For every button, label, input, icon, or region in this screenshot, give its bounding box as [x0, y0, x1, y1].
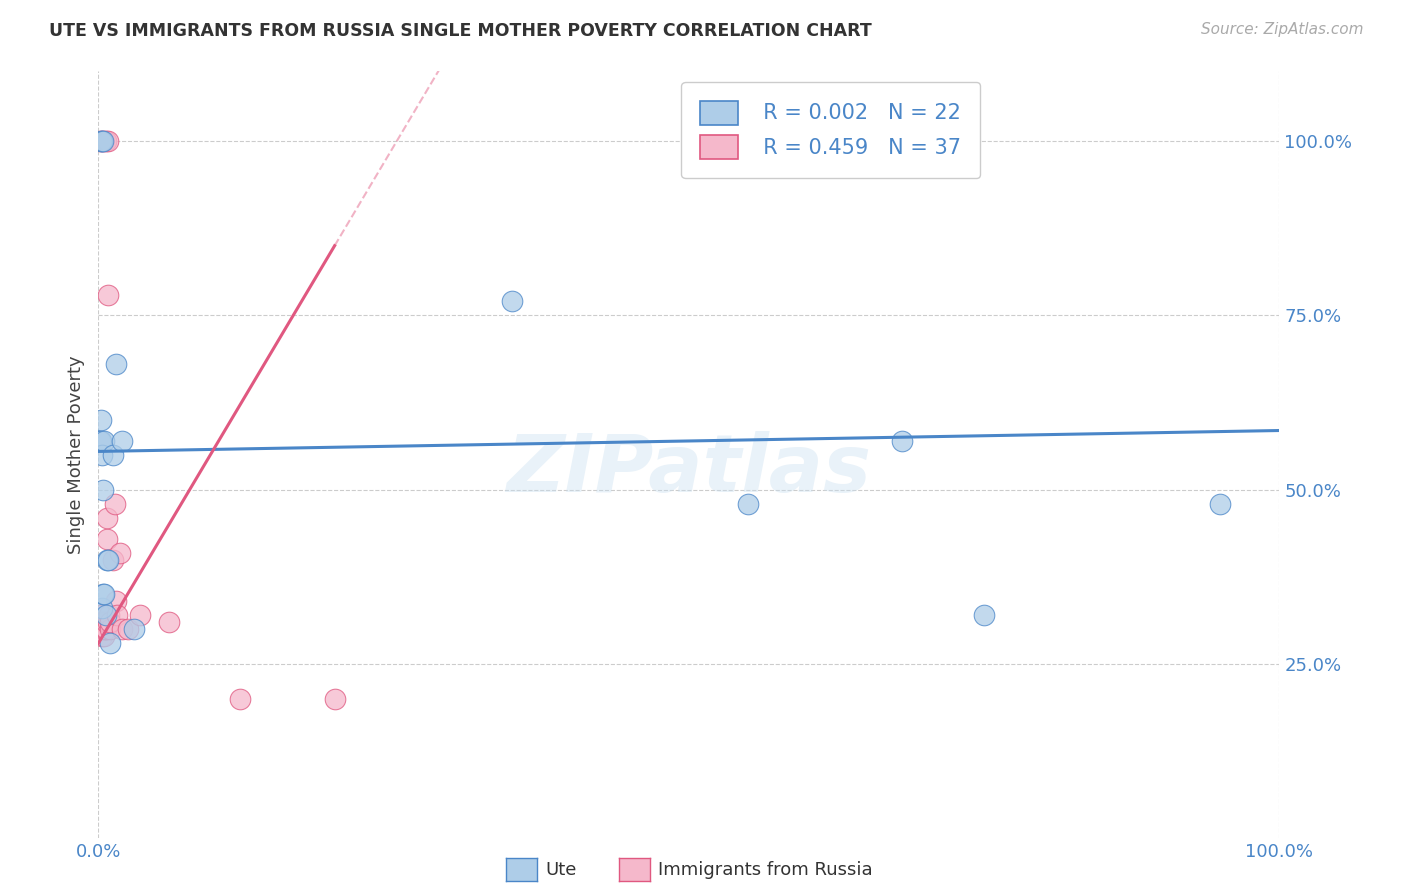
Point: [96, 510, 118, 524]
Point: [101, 448, 124, 462]
Point: [91, 622, 114, 636]
Point: [98, 615, 121, 630]
Y-axis label: Single Mother Poverty: Single Mother Poverty: [66, 356, 84, 554]
Point: [96, 552, 118, 566]
Point: [98, 622, 121, 636]
Point: [105, 357, 128, 371]
Point: [122, 622, 145, 636]
Point: [89, 622, 111, 636]
Point: [323, 692, 346, 706]
Point: [117, 622, 139, 636]
Point: [91, 134, 114, 148]
Point: [91, 134, 114, 148]
Point: [91, 587, 114, 601]
Point: [91, 448, 114, 462]
Point: [108, 545, 131, 559]
Point: [104, 497, 127, 511]
Point: [94, 622, 117, 636]
Point: [93, 134, 115, 148]
Point: [93, 615, 115, 630]
Point: [90, 622, 112, 636]
Point: [111, 622, 134, 636]
Point: [229, 692, 252, 706]
Point: [91, 601, 114, 615]
Point: [91, 629, 114, 643]
Point: [93, 629, 115, 643]
Point: [98, 636, 121, 650]
Point: [890, 434, 912, 448]
Point: [90, 434, 112, 448]
Point: [90, 608, 112, 623]
Point: [94, 615, 117, 630]
Point: [98, 608, 121, 623]
Point: [90, 622, 112, 636]
Point: [94, 608, 117, 623]
Point: [89, 615, 111, 630]
Point: [973, 608, 995, 623]
Point: [90, 134, 112, 148]
Point: [101, 552, 124, 566]
Point: [157, 615, 180, 630]
Point: [111, 434, 134, 448]
Point: [89, 622, 111, 636]
Point: [105, 608, 128, 623]
Point: [97, 615, 120, 630]
Point: [97, 287, 120, 301]
Legend:   R = 0.002   N = 22,   R = 0.459   N = 37: R = 0.002 N = 22, R = 0.459 N = 37: [682, 82, 980, 178]
Text: Immigrants from Russia: Immigrants from Russia: [658, 861, 873, 879]
Point: [737, 497, 759, 511]
Point: [93, 587, 115, 601]
Point: [96, 532, 118, 546]
Text: UTE VS IMMIGRANTS FROM RUSSIA SINGLE MOTHER POVERTY CORRELATION CHART: UTE VS IMMIGRANTS FROM RUSSIA SINGLE MOT…: [49, 22, 872, 40]
Point: [105, 594, 128, 608]
Point: [89, 622, 111, 636]
Point: [93, 622, 115, 636]
Point: [91, 483, 114, 497]
Point: [91, 134, 114, 148]
Point: [93, 434, 115, 448]
Point: [1209, 497, 1232, 511]
Point: [97, 134, 120, 148]
Text: ZIPatlas: ZIPatlas: [506, 431, 872, 509]
Point: [91, 615, 114, 630]
Point: [97, 552, 120, 566]
Point: [90, 413, 112, 427]
Point: [94, 622, 117, 636]
Point: [501, 294, 523, 309]
Point: [91, 615, 114, 630]
Point: [91, 622, 114, 636]
Point: [89, 434, 111, 448]
Text: Source: ZipAtlas.com: Source: ZipAtlas.com: [1201, 22, 1364, 37]
Point: [128, 608, 150, 623]
Point: [94, 134, 117, 148]
Point: [89, 615, 111, 630]
Point: [89, 134, 111, 148]
Text: Ute: Ute: [546, 861, 576, 879]
